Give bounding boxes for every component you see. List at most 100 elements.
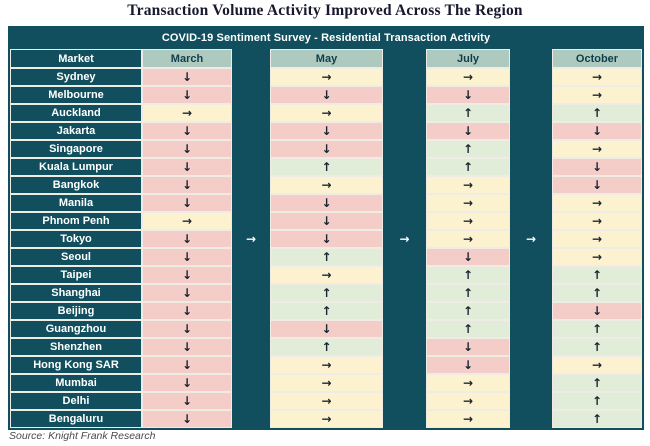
separator-cell (232, 176, 270, 194)
market-label: Kuala Lumpur (10, 158, 142, 176)
cell-arrow-right: → (270, 356, 383, 374)
separator-cell (510, 212, 552, 230)
separator-cell (510, 392, 552, 410)
separator-cell (232, 140, 270, 158)
separator-cell (510, 104, 552, 122)
separator-cell (383, 176, 426, 194)
cell-arrow-down: ↓ (426, 248, 510, 266)
separator-cell (383, 374, 426, 392)
cell-arrow-right: → (426, 230, 510, 248)
cell-arrow-up: ↑ (552, 392, 642, 410)
table-banner: COVID-19 Sentiment Survey - Residential … (161, 32, 491, 44)
separator-cell (510, 140, 552, 158)
cell-arrow-up: ↑ (426, 284, 510, 302)
cell-arrow-right: → (426, 176, 510, 194)
market-label: Bengaluru (10, 410, 142, 428)
cell-arrow-up: ↑ (270, 302, 383, 320)
separator-cell (232, 338, 270, 356)
cell-arrow-down: ↓ (426, 86, 510, 104)
separator-cell (383, 356, 426, 374)
separator-cell (510, 248, 552, 266)
separator-cell (232, 86, 270, 104)
cell-arrow-down: ↓ (142, 122, 232, 140)
cell-arrow-right: → (552, 194, 642, 212)
cell-arrow-down: ↓ (552, 302, 642, 320)
separator-cell (232, 158, 270, 176)
cell-arrow-down: ↓ (142, 410, 232, 428)
market-label: Mumbai (10, 374, 142, 392)
cell-arrow-up: ↑ (270, 284, 383, 302)
cell-arrow-right: → (552, 86, 642, 104)
cell-arrow-down: ↓ (142, 248, 232, 266)
separator-arrow: → (510, 230, 552, 248)
separator-cell (383, 104, 426, 122)
separator-cell (232, 248, 270, 266)
market-label: Delhi (10, 392, 142, 410)
separator-cell (383, 212, 426, 230)
cell-arrow-right: → (270, 266, 383, 284)
table-grid: Market March May July October Sydney ↓ → → → Melbo… (10, 49, 642, 428)
market-label: Sydney (10, 68, 142, 86)
cell-arrow-right: → (270, 392, 383, 410)
separator-cell (383, 338, 426, 356)
separator-cell (232, 122, 270, 140)
cell-arrow-up: ↑ (270, 338, 383, 356)
market-label: Beijing (10, 302, 142, 320)
cell-arrow-down: ↓ (142, 320, 232, 338)
separator-cell (510, 320, 552, 338)
market-label: Bangkok (10, 176, 142, 194)
separator-cell (232, 284, 270, 302)
separator-cell (232, 320, 270, 338)
market-label: Tokyo (10, 230, 142, 248)
cell-arrow-down: ↓ (142, 230, 232, 248)
separator-arrow: → (232, 230, 270, 248)
market-label: Jakarta (10, 122, 142, 140)
cell-arrow-down: ↓ (142, 392, 232, 410)
cell-arrow-right: → (426, 68, 510, 86)
separator-cell (510, 266, 552, 284)
cell-arrow-down: ↓ (552, 122, 642, 140)
cell-arrow-right: → (270, 68, 383, 86)
cell-arrow-down: ↓ (270, 194, 383, 212)
column-header-may: May (270, 49, 383, 68)
market-label: Hong Kong SAR (10, 356, 142, 374)
page-title: Transaction Volume Activity Improved Acr… (127, 2, 523, 19)
separator-cell (383, 158, 426, 176)
cell-arrow-up: ↑ (552, 338, 642, 356)
separator-cell (232, 212, 270, 230)
column-header-march: March (142, 49, 232, 68)
cell-arrow-down: ↓ (142, 176, 232, 194)
cell-arrow-down: ↓ (142, 68, 232, 86)
market-label: Shenzhen (10, 338, 142, 356)
cell-arrow-up: ↑ (426, 320, 510, 338)
cell-arrow-right: → (270, 410, 383, 428)
cell-arrow-down: ↓ (142, 194, 232, 212)
cell-arrow-down: ↓ (142, 356, 232, 374)
cell-arrow-right: → (426, 212, 510, 230)
cell-arrow-down: ↓ (142, 338, 232, 356)
sentiment-table: COVID-19 Sentiment Survey - Residential … (8, 26, 644, 430)
cell-arrow-right: → (142, 104, 232, 122)
cell-arrow-right: → (552, 230, 642, 248)
cell-arrow-down: ↓ (270, 230, 383, 248)
separator-cell (383, 86, 426, 104)
separator-cell (383, 266, 426, 284)
cell-arrow-up: ↑ (426, 140, 510, 158)
cell-arrow-down: ↓ (552, 176, 642, 194)
separator-cell (232, 266, 270, 284)
separator-cell (383, 410, 426, 428)
cell-arrow-up: ↑ (552, 374, 642, 392)
cell-arrow-right: → (426, 392, 510, 410)
market-label: Melbourne (10, 86, 142, 104)
separator-header (383, 49, 426, 68)
cell-arrow-down: ↓ (270, 86, 383, 104)
market-label: Taipei (10, 266, 142, 284)
cell-arrow-down: ↓ (270, 140, 383, 158)
separator-cell (510, 194, 552, 212)
separator-arrow: → (383, 230, 426, 248)
separator-cell (232, 356, 270, 374)
cell-arrow-down: ↓ (270, 212, 383, 230)
separator-cell (383, 140, 426, 158)
separator-cell (383, 194, 426, 212)
